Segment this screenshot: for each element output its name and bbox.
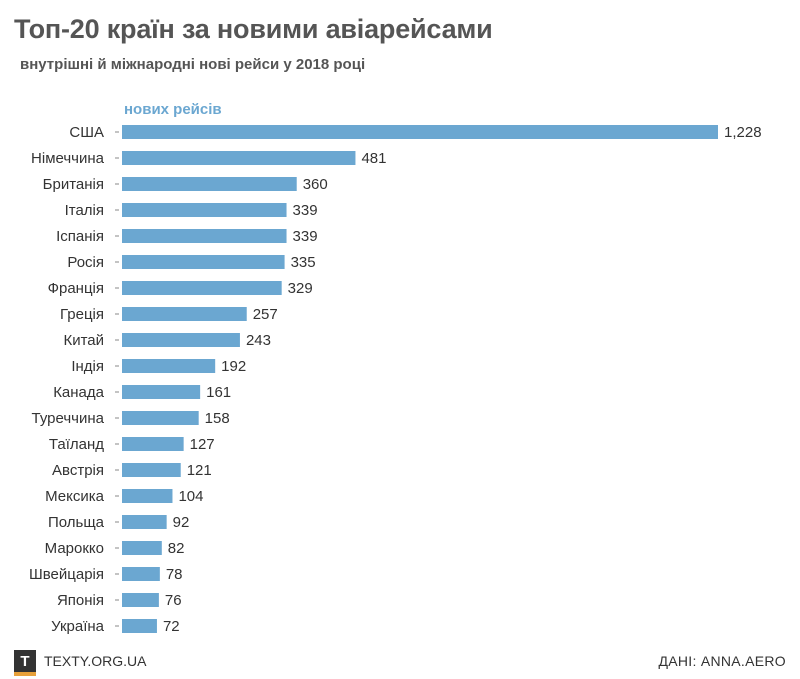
category-label: Греція [60,306,104,323]
category-label: Україна [51,618,105,635]
value-label: 481 [361,150,386,167]
category-label: Таїланд [49,436,104,453]
bar [122,411,199,425]
bar [122,255,285,269]
bar [122,541,162,555]
category-label: Канада [53,384,104,401]
footer-brand: T TEXTY.ORG.UA [14,650,147,676]
category-label: Австрія [52,462,104,479]
category-label: Туреччина [32,410,105,427]
bar [122,489,173,503]
bar [122,229,287,243]
bar [122,281,282,295]
category-label: Швейцарія [29,566,104,583]
value-label: 339 [293,228,318,245]
category-label: Японія [57,592,104,609]
bar [122,619,157,633]
bar [122,203,287,217]
category-label: Британія [43,176,104,193]
texty-logo: T [14,650,36,676]
bar [122,359,216,373]
value-label: 127 [190,436,215,453]
chart-title: Топ-20 країн за новими авіарейсами [14,14,493,44]
category-label: Польща [48,514,105,531]
category-label: Мексика [45,488,105,505]
bar [122,567,160,581]
value-label: 329 [288,280,313,297]
value-label: 121 [187,462,212,479]
bars-group: США 1,228 Німеччина 481 Британія 360 Італія 339… [29,124,762,635]
site-name: TEXTY.ORG.UA [44,653,147,669]
category-label: Італія [65,202,104,219]
value-label: 104 [178,488,203,505]
value-label: 257 [253,306,278,323]
value-label: 339 [293,202,318,219]
category-label: Марокко [45,540,104,557]
category-label: Росія [67,254,104,271]
category-label: Франція [48,280,104,297]
bar [122,515,167,529]
value-label: 82 [168,540,185,557]
category-label: Китай [63,332,104,349]
value-label: 161 [206,384,231,401]
bar [122,385,201,399]
value-label: 192 [221,358,246,375]
category-label: Німеччина [31,150,105,167]
value-label: 335 [291,254,316,271]
bar [122,177,297,191]
bar [122,125,718,139]
value-label: 360 [303,176,328,193]
bar [122,593,159,607]
bar [122,437,184,451]
value-label: 78 [166,566,183,583]
series-label: нових рейсів [124,101,222,118]
bar [122,307,247,321]
value-label: 92 [173,514,190,531]
chart-subtitle: внутрішні й міжнародні нові рейси у 2018… [20,56,366,73]
value-label: 158 [205,410,230,427]
category-label: США [69,124,104,141]
bar [122,463,181,477]
data-source: ДАНІ: ANNA.AERO [658,653,786,669]
value-label: 1,228 [724,124,762,141]
bar [122,333,240,347]
bar [122,151,356,165]
value-label: 76 [165,592,182,609]
value-label: 72 [163,618,180,635]
category-label: Іспанія [56,228,104,245]
value-label: 243 [246,332,271,349]
category-label: Індія [71,358,104,375]
